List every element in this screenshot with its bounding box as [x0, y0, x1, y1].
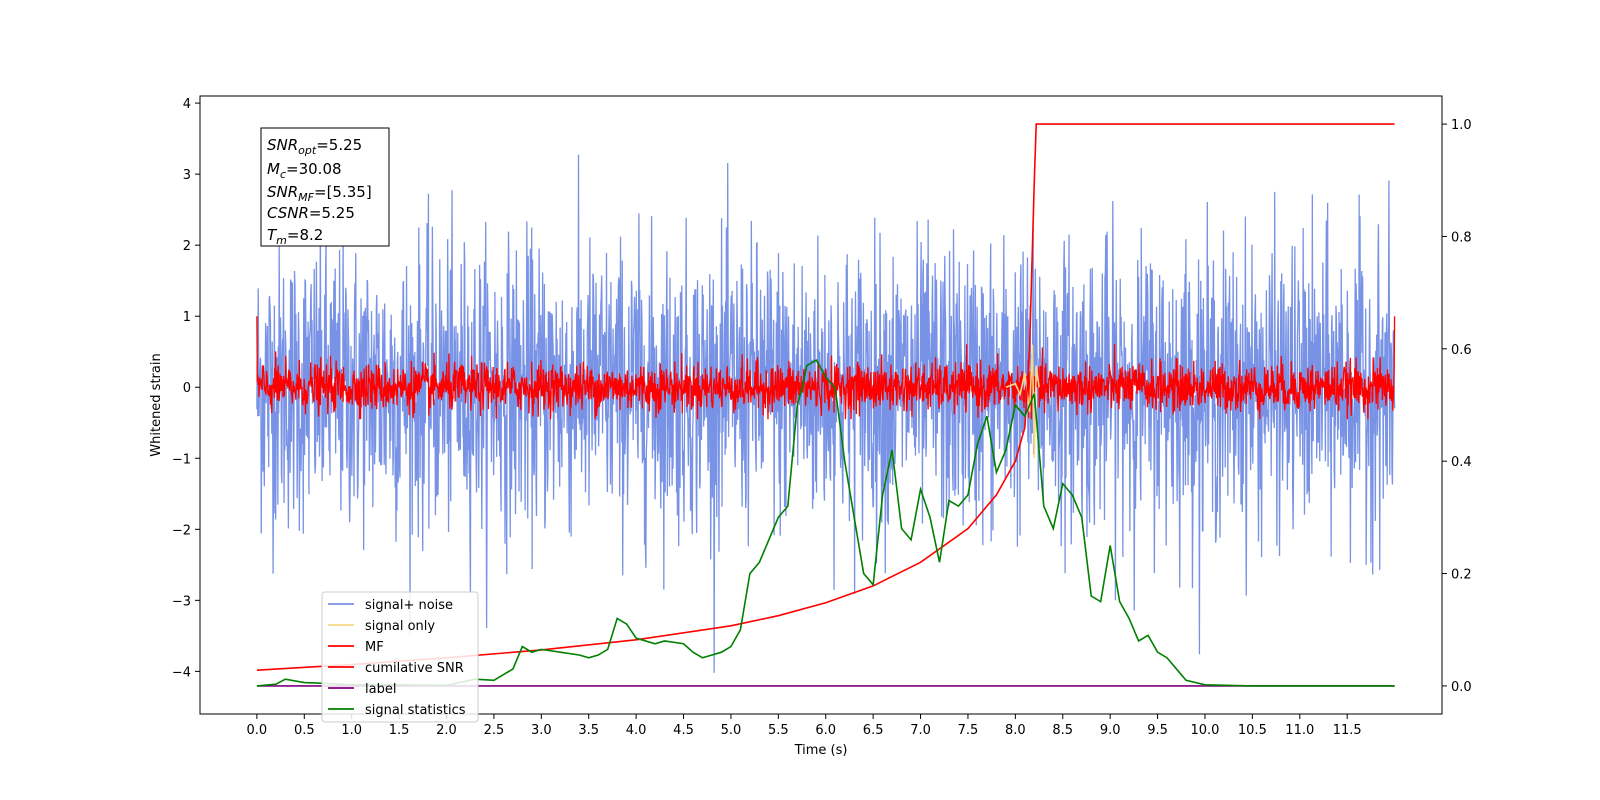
y-tick-label: 0: [183, 381, 191, 396]
x-tick-label: 3.0: [531, 723, 552, 738]
x-tick-label: 4.0: [626, 723, 647, 738]
plot-frame: [199, 95, 1443, 715]
annotation-line-tm: Tm=8.2: [267, 226, 323, 247]
x-tick-label: 5.5: [768, 723, 789, 738]
x-tick-label: 11.0: [1285, 723, 1314, 738]
x-tick-label: 5.0: [721, 723, 742, 738]
legend-entry: label: [365, 682, 396, 697]
x-tick-label: 11.5: [1333, 723, 1362, 738]
y-tick-label: −3: [172, 594, 191, 609]
y2-tick-label: 0.6: [1451, 343, 1472, 358]
series-signal-statistics: [256, 358, 1395, 687]
legend-entry: signal+ noise: [365, 598, 453, 613]
y2-tick-label: 0.0: [1451, 680, 1472, 695]
x-tick-label: 3.5: [578, 723, 599, 738]
y-tick-label: −2: [172, 523, 191, 538]
x-tick-label: 10.5: [1238, 723, 1267, 738]
x-tick-label: 10.0: [1191, 723, 1220, 738]
y-tick-label: 3: [183, 168, 191, 183]
series-mf: [256, 316, 1396, 420]
annotation-line-snr-opt: SNRopt=5.25: [267, 136, 362, 157]
legend-entry: MF: [365, 640, 384, 655]
x-tick-label: 7.5: [958, 723, 979, 738]
x-tick-label: 9.5: [1147, 723, 1168, 738]
x-tick-label: 7.0: [910, 723, 931, 738]
x-axis: 0.0 0.5 1.0 1.5 2.0 2.5 3.0 3.5 4.0 4.5 5.0 5.5 6.0 6…: [247, 714, 1362, 738]
y-tick-label: 2: [183, 239, 191, 254]
legend-entry: cumilative SNR: [365, 661, 464, 676]
x-tick-label: 8.0: [1005, 723, 1026, 738]
x-tick-label: 6.0: [815, 723, 836, 738]
y-axis-label: Whitened strain: [149, 353, 164, 456]
x-tick-label: 9.0: [1100, 723, 1121, 738]
legend-entry: signal statistics: [365, 703, 466, 718]
annotation-line-chirp-mass: Mc=30.08: [267, 160, 342, 181]
y-axis-left: 4 3 2 1 0 −1 −2 −3 −4: [172, 97, 200, 680]
y-tick-label: −1: [172, 452, 191, 467]
x-tick-label: 1.0: [341, 723, 362, 738]
y2-tick-label: 0.2: [1451, 568, 1472, 583]
x-tick-label: 8.5: [1052, 723, 1073, 738]
x-tick-label: 4.5: [673, 723, 694, 738]
y2-tick-label: 0.8: [1451, 230, 1472, 245]
x-tick-label: 2.5: [484, 723, 505, 738]
legend: signal+ noise signal only MF cumilative SNR…: [321, 591, 479, 723]
series-layer: [256, 123, 1396, 687]
x-tick-label: 1.5: [389, 723, 410, 738]
annotation-line-snr-mf: SNRMF=[5.35]: [267, 183, 372, 204]
x-tick-label: 0.0: [247, 723, 268, 738]
y2-tick-label: 0.4: [1451, 455, 1472, 470]
y2-tick-label: 1.0: [1451, 118, 1472, 133]
series-cumulative-snr: [256, 123, 1395, 671]
x-tick-label: 0.5: [294, 723, 315, 738]
annotation-line-csnr: CSNR=5.25: [267, 204, 355, 222]
x-tick-label: 2.0: [436, 723, 457, 738]
series-signal-only: [1005, 344, 1040, 459]
annotation-box: SNRopt=5.25 Mc=30.08 SNRMF=[5.35] CSNR=5…: [260, 127, 390, 247]
x-tick-label: 6.5: [863, 723, 884, 738]
y-tick-label: 1: [183, 310, 191, 325]
y-axis-right: 0.0 0.2 0.4 0.6 0.8 1.0: [1442, 118, 1472, 695]
y-tick-label: 4: [183, 97, 191, 112]
y-tick-label: −4: [172, 665, 191, 680]
legend-entry: signal only: [365, 619, 435, 634]
x-axis-label: Time (s): [794, 743, 848, 758]
